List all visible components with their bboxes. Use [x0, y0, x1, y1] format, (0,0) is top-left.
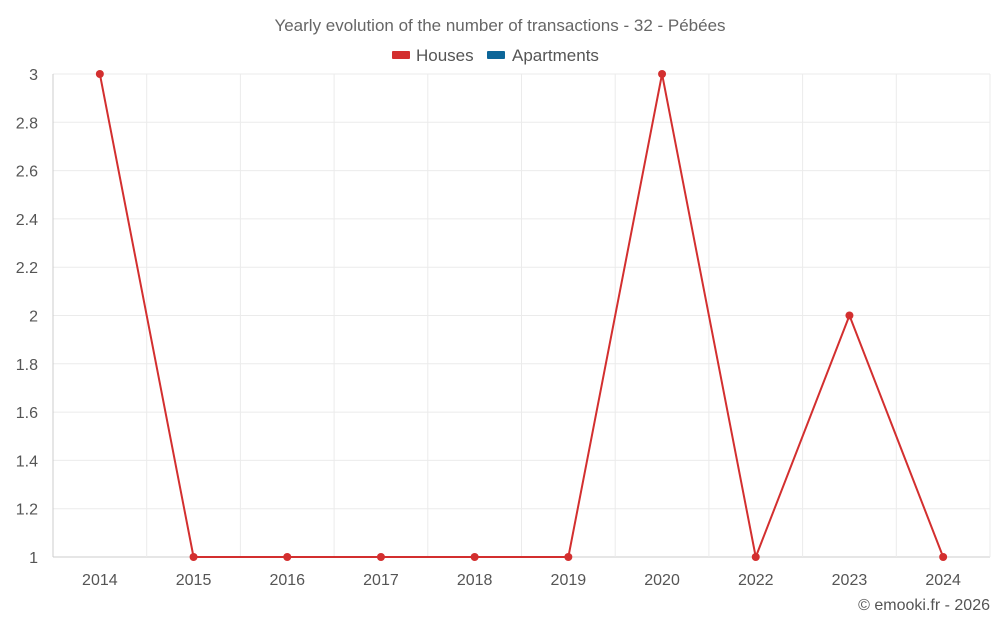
- y-tick-label: 1.4: [16, 453, 38, 470]
- legend-label-houses: Houses: [416, 46, 474, 65]
- y-tick-label: 1.8: [16, 357, 38, 374]
- x-tick-label: 2020: [644, 572, 680, 589]
- x-tick-label: 2024: [925, 572, 961, 589]
- credit: © emooki.fr - 2026: [858, 597, 990, 614]
- series-line-houses: [98, 73, 945, 558]
- y-tick-label: 1.6: [16, 405, 38, 422]
- y-tick-label: 2.2: [16, 260, 38, 277]
- y-tick-label: 2.6: [16, 164, 38, 181]
- x-tick-label: 2019: [551, 572, 587, 589]
- data-point-houses[interactable]: [95, 70, 104, 78]
- x-tick-label: 2016: [269, 572, 305, 589]
- data-point-houses[interactable]: [939, 553, 948, 561]
- x-tick-label: 2018: [457, 572, 493, 589]
- data-point-houses[interactable]: [751, 553, 760, 561]
- legend-swatch-houses: [392, 51, 410, 59]
- legend-item-apartments[interactable]: Apartments: [487, 46, 599, 65]
- data-point-houses[interactable]: [376, 553, 385, 561]
- data-point-houses[interactable]: [470, 553, 479, 561]
- y-axis-ticks: 1 1.2 1.4 1.6 1.8 2 2.2 2.4 2.6 2.8 3: [16, 67, 38, 567]
- legend: Houses Apartments: [392, 46, 599, 65]
- y-tick-label: 2.4: [16, 212, 38, 229]
- data-point-houses[interactable]: [283, 553, 292, 561]
- legend-label-apartments: Apartments: [512, 46, 599, 65]
- y-tick-label: 2: [29, 309, 38, 326]
- data-point-houses[interactable]: [189, 553, 198, 561]
- y-tick-label: 3: [29, 67, 38, 84]
- data-point-houses[interactable]: [658, 70, 667, 78]
- data-point-houses[interactable]: [845, 311, 854, 320]
- y-tick-label: 1.2: [16, 502, 38, 519]
- x-tick-label: 2022: [738, 572, 774, 589]
- x-axis-ticks: 2014 2015 2016 2017 2018 2019 2020 2022 2023 2024: [82, 572, 961, 589]
- series-houses: [95, 70, 948, 561]
- legend-swatch-apartments: [487, 51, 505, 59]
- y-tick-label: 1: [29, 550, 38, 567]
- x-tick-label: 2014: [82, 572, 118, 589]
- x-tick-label: 2017: [363, 572, 399, 589]
- chart-title: Yearly evolution of the number of transa…: [274, 16, 725, 35]
- y-tick-label: 2.8: [16, 115, 38, 132]
- data-point-houses[interactable]: [564, 553, 573, 561]
- x-tick-label: 2023: [832, 572, 868, 589]
- x-tick-label: 2015: [176, 572, 212, 589]
- legend-item-houses[interactable]: Houses: [392, 46, 474, 65]
